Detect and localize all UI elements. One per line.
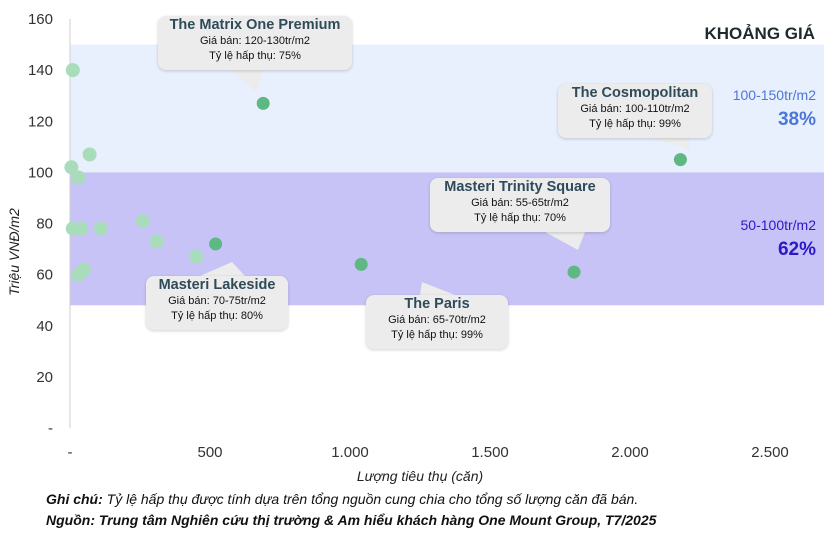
footnote-text: Tỷ lệ hấp thụ được tính dựa trên tổng ng…: [102, 491, 639, 507]
scatter-point: [77, 262, 91, 277]
x-tick-label: 1.500: [471, 444, 509, 461]
highlight-point: [256, 96, 270, 110]
callout-pointer: [200, 262, 245, 276]
x-tick-label: 1.000: [331, 444, 369, 461]
x-tick-label: -: [68, 444, 73, 461]
callout-name: The Cosmopolitan: [571, 85, 699, 101]
callout-pointer: [545, 232, 585, 250]
callout-price: Giá bán: 55-65tr/m2: [471, 197, 569, 209]
callout-masteri-trinity-square: Masteri Trinity Square Giá bán: 55-65tr/…: [430, 178, 610, 232]
source-note: Nguồn: Trung tâm Nghiên cứu thị trường &…: [46, 512, 656, 528]
callout-masteri-lakeside: Masteri Lakeside Giá bán: 70-75tr/m2 Tỷ …: [146, 276, 288, 330]
highlight-point: [673, 153, 687, 167]
callout-the-paris: The Paris Giá bán: 65-70tr/m2 Tỷ lệ hấp …: [366, 295, 508, 349]
scatter-point: [149, 234, 164, 249]
y-tick-label: 60: [36, 267, 53, 284]
y-axis-title: Triệu VNĐ/m2: [6, 208, 22, 296]
callout-name: Masteri Trinity Square: [444, 179, 596, 195]
callout-absorption: Tỷ lệ hấp thụ: 99%: [589, 118, 681, 130]
y-tick-label: 100: [28, 164, 53, 181]
source-text: Trung tâm Nghiên cứu thị trường & Am hiể…: [94, 512, 657, 528]
source-label: Nguồn:: [46, 512, 95, 528]
x-tick-label: 2.500: [751, 444, 789, 461]
highlight-point: [567, 265, 581, 279]
x-tick-label: 2.000: [611, 444, 649, 461]
callout-price: Giá bán: 120-130tr/m2: [199, 35, 311, 47]
scatter-point: [135, 213, 150, 228]
band-high-range-label: 100-150tr/m2: [733, 87, 816, 103]
y-tick-label: 40: [36, 318, 53, 335]
footnote: Ghi chú: Tỷ lệ hấp thụ được tính dựa trê…: [46, 491, 638, 507]
y-tick-label: 120: [28, 113, 53, 130]
scatter-point: [65, 63, 80, 78]
callout-absorption: Tỷ lệ hấp thụ: 70%: [474, 212, 566, 224]
footnote-label: Ghi chú:: [46, 491, 103, 507]
callout-cosmopolitan: The Cosmopolitan Giá bán: 100-110tr/m2 T…: [558, 84, 712, 138]
callout-name: The Matrix One Premium: [169, 17, 341, 33]
scatter-point: [74, 221, 89, 236]
scatter-point: [71, 170, 86, 185]
callout-price: Giá bán: 65-70tr/m2: [388, 314, 486, 326]
y-tick-label: 80: [36, 216, 53, 233]
band-mid-range-label: 50-100tr/m2: [741, 217, 817, 233]
y-tick-label: 160: [28, 11, 53, 28]
callout-name: Masteri Lakeside: [158, 277, 276, 293]
callout-absorption: Tỷ lệ hấp thụ: 75%: [209, 50, 301, 62]
callout-absorption: Tỷ lệ hấp thụ: 99%: [391, 329, 483, 341]
highlight-point: [354, 257, 368, 271]
scatter-point: [82, 147, 97, 162]
highlight-point: [209, 237, 223, 251]
callout-absorption: Tỷ lệ hấp thụ: 80%: [171, 310, 263, 322]
callout-pointer: [230, 70, 262, 92]
x-tick-label: 500: [197, 444, 222, 461]
scatter-point: [189, 249, 203, 264]
y-tick-label: -: [48, 420, 53, 437]
callout-pointer: [420, 282, 455, 295]
callout-name: The Paris: [404, 296, 470, 312]
y-tick-label: 20: [36, 369, 53, 386]
callout-matrix-one-premium: The Matrix One Premium Giá bán: 120-130t…: [158, 16, 352, 70]
callout-pointer: [655, 138, 690, 150]
scatter-point: [64, 160, 79, 175]
band-mid-share-label: 62%: [778, 239, 816, 260]
callout-price: Giá bán: 70-75tr/m2: [168, 295, 266, 307]
x-axis-title: Lượng tiêu thụ (căn): [357, 468, 483, 484]
y-tick-label: 140: [28, 62, 53, 79]
band-high-share-label: 38%: [778, 109, 816, 130]
callout-price: Giá bán: 100-110tr/m2: [580, 103, 690, 115]
scatter-point: [93, 221, 108, 236]
chart-title: KHOẢNG GIÁ: [705, 24, 816, 43]
